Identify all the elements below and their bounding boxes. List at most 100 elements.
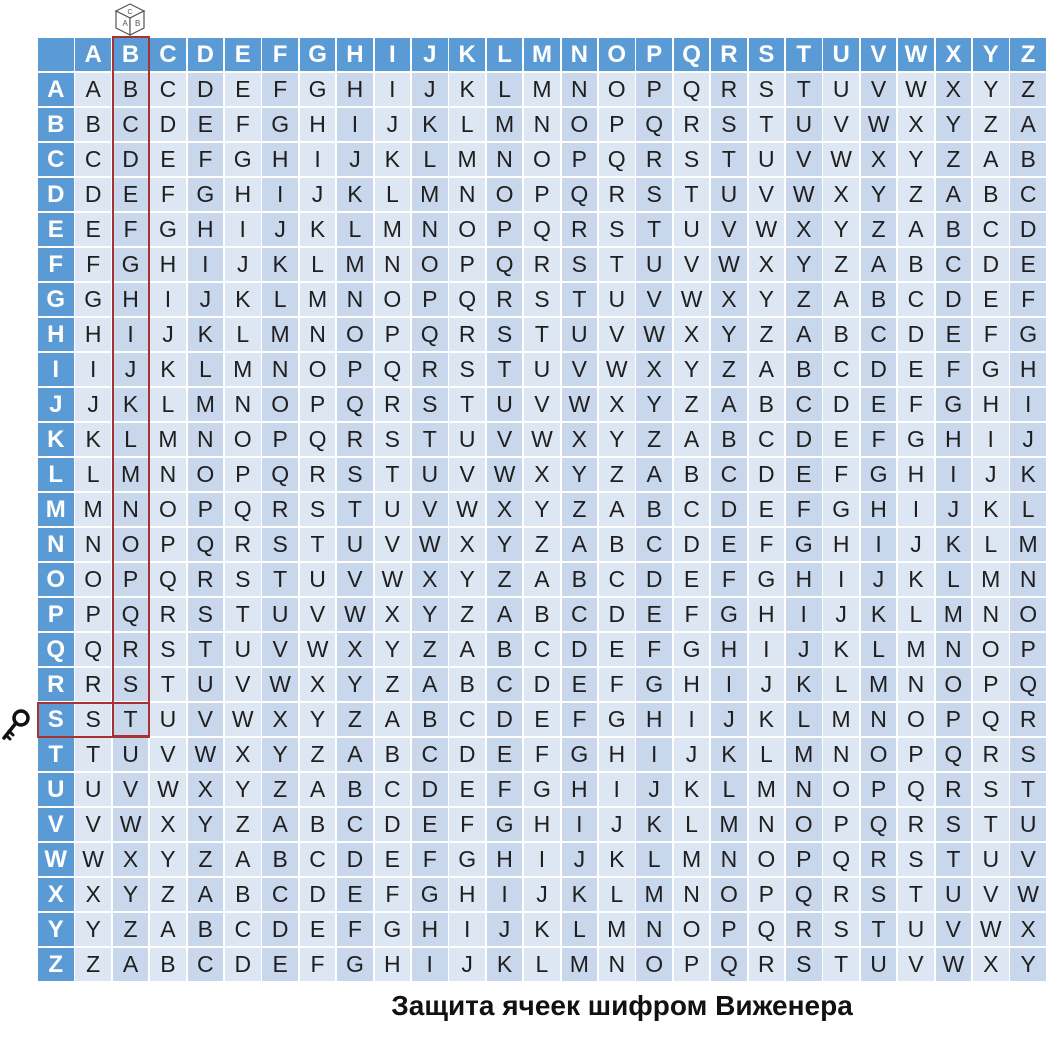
table-cell: O [337,318,373,351]
table-cell: J [823,598,859,631]
table-cell: F [299,948,336,981]
table-cell: L [636,843,672,876]
table-cell: P [599,108,635,141]
table-cell: Q [673,73,710,106]
column-header: K [449,38,485,71]
table-cell: M [75,493,111,526]
table-cell: U [150,703,186,736]
table-cell: K [374,143,411,176]
table-cell: B [374,738,411,771]
table-cell: I [786,598,822,631]
table-cell: C [187,948,224,981]
table-cell: K [337,178,373,211]
table-cell: J [412,73,448,106]
table-cell: F [823,458,859,491]
table-cell: M [187,388,224,421]
table-cell: G [187,178,224,211]
table-cell: E [449,773,485,806]
table-cell: K [636,808,672,841]
row-header: U [38,773,74,806]
table-cell: W [823,143,859,176]
table-cell: Y [524,493,560,526]
table-cell: V [711,213,747,246]
table-cell: S [599,213,635,246]
table-cell: E [973,283,1009,316]
table-cell: O [412,248,448,281]
table-cell: X [973,948,1009,981]
table-cell: X [225,738,261,771]
table-cell: E [150,143,186,176]
table-cell: Z [150,878,186,911]
table-cell: C [299,843,336,876]
table-cell: Q [524,213,560,246]
table-cell: D [75,178,111,211]
table-cell: U [299,563,336,596]
table-cell: S [112,668,149,701]
table-cell: F [337,913,373,946]
table-cell: Z [786,283,822,316]
table-cell: J [860,563,897,596]
table-cell: R [337,423,373,456]
table-cell: M [786,738,822,771]
table-cell: C [823,353,859,386]
table-cell: N [711,843,747,876]
table-cell: Z [262,773,298,806]
table-cell: B [673,458,710,491]
table-cell: T [711,143,747,176]
table-cell: P [935,703,972,736]
table-cell: O [823,773,859,806]
table-cell: J [225,248,261,281]
table-cell: Y [935,108,972,141]
table-cell: W [636,318,672,351]
table-cell: P [673,948,710,981]
table-cell: B [412,703,448,736]
table-cell: P [561,143,598,176]
table-cell: Z [673,388,710,421]
table-cell: Q [1010,668,1046,701]
table-cell: V [748,178,785,211]
table-cell: T [262,563,298,596]
table-cell: I [1010,388,1046,421]
table-cell: D [673,528,710,561]
table-cell: I [150,283,186,316]
table-cell: Z [225,808,261,841]
table-cell: F [150,178,186,211]
table-cell: N [673,878,710,911]
table-cell: G [748,563,785,596]
row-header: K [38,423,74,456]
table-cell: O [973,633,1009,666]
table-cell: H [673,668,710,701]
table-cell: O [748,843,785,876]
table-cell: W [748,213,785,246]
table-cell: C [786,388,822,421]
table-cell: T [449,388,485,421]
table-cell: V [898,948,934,981]
table-cell: D [187,73,224,106]
table-cell: R [748,948,785,981]
table-cell: W [1010,878,1046,911]
table-cell: J [748,668,785,701]
table-cell: X [823,178,859,211]
table-cell: W [860,108,897,141]
table-cell: L [112,423,149,456]
table-cell: V [786,143,822,176]
table-cell: Q [262,458,298,491]
table-cell: O [786,808,822,841]
table-cell: M [486,108,523,141]
table-cell: G [150,213,186,246]
table-cell: J [262,213,298,246]
column-header: R [711,38,747,71]
table-cell: Y [786,248,822,281]
table-cell: Z [973,108,1009,141]
table-cell: W [187,738,224,771]
table-cell: Z [486,563,523,596]
table-cell: L [486,73,523,106]
table-cell: P [1010,633,1046,666]
table-cell: F [187,143,224,176]
table-cell: O [150,493,186,526]
table-cell: X [599,388,635,421]
table-cell: T [299,528,336,561]
table-cell: U [486,388,523,421]
table-cell: O [599,73,635,106]
table-cell: X [486,493,523,526]
